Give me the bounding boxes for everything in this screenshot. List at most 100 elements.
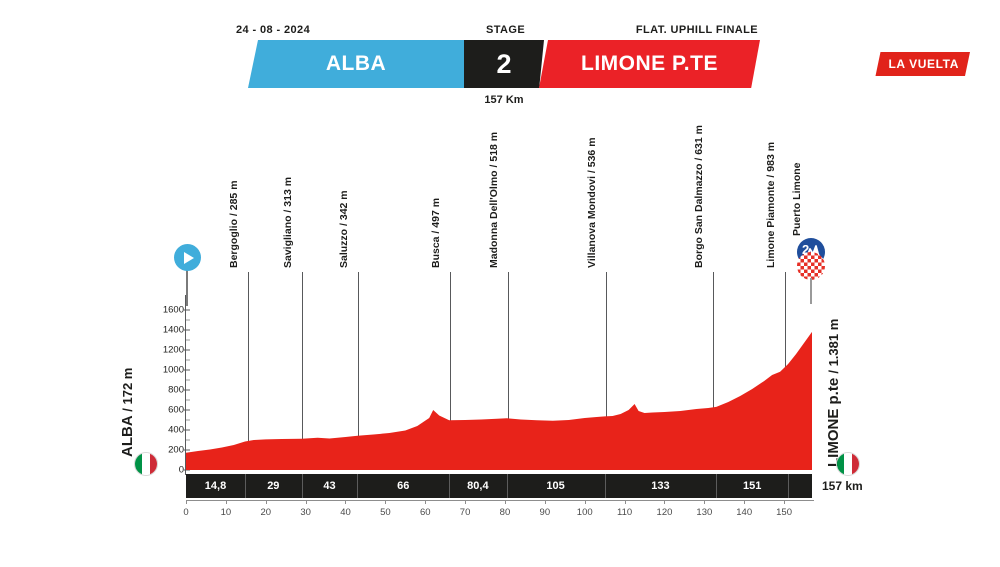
poi-line xyxy=(248,272,249,470)
y-axis-tick-label: 1600 xyxy=(162,304,184,316)
km-marker-tick xyxy=(245,474,246,498)
poi-label: Saluzzo / 342 m xyxy=(338,190,350,268)
italy-flag-icon-start xyxy=(134,452,158,476)
x-axis-line xyxy=(186,500,814,501)
finish-city-name: LIMONE p.te xyxy=(825,377,842,467)
start-marker-pole xyxy=(186,264,188,306)
y-axis-tick-label: 1400 xyxy=(162,324,184,336)
poi-line xyxy=(713,272,714,470)
y-axis-tick xyxy=(184,329,190,331)
y-axis: 0 200 400 600 800 1000 1200 1400 1600 xyxy=(150,295,190,480)
start-city-altitude: / 172 m xyxy=(120,367,135,412)
poi-label: Borgo San Dalmazzo / 631 m xyxy=(693,125,705,268)
km-marker-tick xyxy=(357,474,359,498)
finish-city-altitude: / 1.381 m xyxy=(826,318,841,374)
y-axis-minor-tick xyxy=(186,419,190,421)
y-axis-tick-label: 0 xyxy=(178,464,184,476)
y-axis-tick xyxy=(184,389,190,391)
x-axis-tick xyxy=(784,500,786,504)
y-axis-minor-tick xyxy=(186,359,190,361)
banner-start-city: ALBA xyxy=(248,40,464,88)
y-axis-tick-label: 1000 xyxy=(162,364,184,376)
x-axis-tick xyxy=(225,500,227,504)
x-axis-tick-label: 10 xyxy=(220,507,232,518)
x-axis-tick xyxy=(704,500,706,504)
km-marker-label: 133 xyxy=(651,480,670,492)
x-axis-tick-label: 80 xyxy=(499,507,511,518)
x-axis-tick-label: 30 xyxy=(300,507,311,518)
poi-label: Bergoglio / 285 m xyxy=(228,180,240,268)
km-marker-label: 14,8 xyxy=(204,480,227,492)
stage-date: 24 - 08 - 2024 xyxy=(236,24,311,36)
x-axis: 0 10 20 30 40 50 60 70 80 90 100 110 120 130 140 150 xyxy=(183,500,826,522)
km-marker-tick xyxy=(788,474,790,498)
y-axis-tick-label: 600 xyxy=(168,404,184,416)
x-axis-tick xyxy=(544,500,546,504)
y-axis-tick xyxy=(184,309,190,311)
elevation-area-path xyxy=(186,331,812,470)
banner-finish-city: LIMONE P.TE xyxy=(539,40,760,88)
x-axis-tick-label: 40 xyxy=(340,507,351,518)
x-axis-tick-label: 130 xyxy=(696,507,713,518)
y-axis-tick xyxy=(184,449,190,451)
x-axis-tick-label: 100 xyxy=(576,507,593,518)
y-axis-minor-tick xyxy=(186,399,190,401)
km-marker-label: 29 xyxy=(267,480,280,492)
x-axis-tick xyxy=(584,500,586,504)
km-marker-tick xyxy=(301,474,303,498)
checkered-flag-icon xyxy=(797,252,825,280)
km-marker-label: 151 xyxy=(743,480,762,492)
y-axis-tick xyxy=(184,369,190,371)
start-city-label: ALBA / 172 m xyxy=(119,368,136,457)
x-axis-tick xyxy=(345,500,347,504)
x-axis-tick xyxy=(504,500,506,504)
x-axis-tick xyxy=(465,500,467,504)
la-vuelta-logo: LA VUELTA xyxy=(875,52,970,76)
y-axis-tick xyxy=(184,349,190,351)
km-marker-label: 66 xyxy=(397,480,410,492)
y-axis-minor-tick xyxy=(186,439,190,441)
km-marker-label: 105 xyxy=(546,480,565,492)
x-axis-tick xyxy=(305,500,307,504)
x-axis-tick-label: 60 xyxy=(419,507,431,518)
stage-header: 24 - 08 - 2024 STAGE FLAT. UPHILL FINALE… xyxy=(0,0,1000,118)
km-marker-tick xyxy=(449,474,451,498)
x-axis-tick-label: 0 xyxy=(183,507,189,518)
finish-city-label: LIMONE p.te / 1.381 m xyxy=(825,319,842,467)
poi-label: Busca / 497 m xyxy=(430,197,442,268)
y-axis-tick-label: 400 xyxy=(168,424,184,436)
x-axis-tick-label: 150 xyxy=(776,507,793,518)
y-axis-tick-label: 1200 xyxy=(162,344,184,356)
climb-category-number: 2 xyxy=(802,242,810,257)
y-axis-tick-label: 800 xyxy=(168,384,184,396)
poi-label: Madonna Dell'Olmo / 518 m xyxy=(488,131,500,268)
stage-banner: ALBA 2 LIMONE P.TE xyxy=(248,40,760,88)
play-icon xyxy=(174,244,201,271)
y-axis-tick xyxy=(184,429,190,431)
x-axis-tick xyxy=(385,500,387,504)
poi-line xyxy=(358,272,359,470)
x-axis-tick-label: 110 xyxy=(617,507,633,518)
finish-marker-pole xyxy=(810,278,812,304)
x-axis-tick-label: 20 xyxy=(260,507,272,518)
x-axis-tick xyxy=(664,500,666,504)
x-axis-tick-label: 120 xyxy=(656,507,673,518)
poi-label: Puerto Limone xyxy=(791,162,803,236)
x-axis-tick xyxy=(265,500,267,504)
y-axis-minor-tick xyxy=(186,379,190,381)
y-axis-minor-tick xyxy=(186,339,190,341)
y-axis-tick-label: 200 xyxy=(168,444,184,456)
x-axis-tick xyxy=(744,500,746,504)
poi-label: Villanova Mondovi / 536 m xyxy=(586,137,598,268)
banner-stage-number: 2 xyxy=(464,40,544,88)
y-axis-minor-tick xyxy=(186,319,190,321)
x-axis-tick xyxy=(624,500,626,504)
poi-label: Limone Piamonte / 983 m xyxy=(765,141,777,268)
stage-type-label: FLAT. UPHILL FINALE xyxy=(635,24,758,36)
italy-flag-icon-finish xyxy=(836,452,860,476)
x-axis-tick-label: 90 xyxy=(539,507,551,518)
km-marker-label: 80,4 xyxy=(467,480,489,492)
km-marker-tick xyxy=(716,474,718,498)
stage-caption: STAGE xyxy=(486,24,526,36)
